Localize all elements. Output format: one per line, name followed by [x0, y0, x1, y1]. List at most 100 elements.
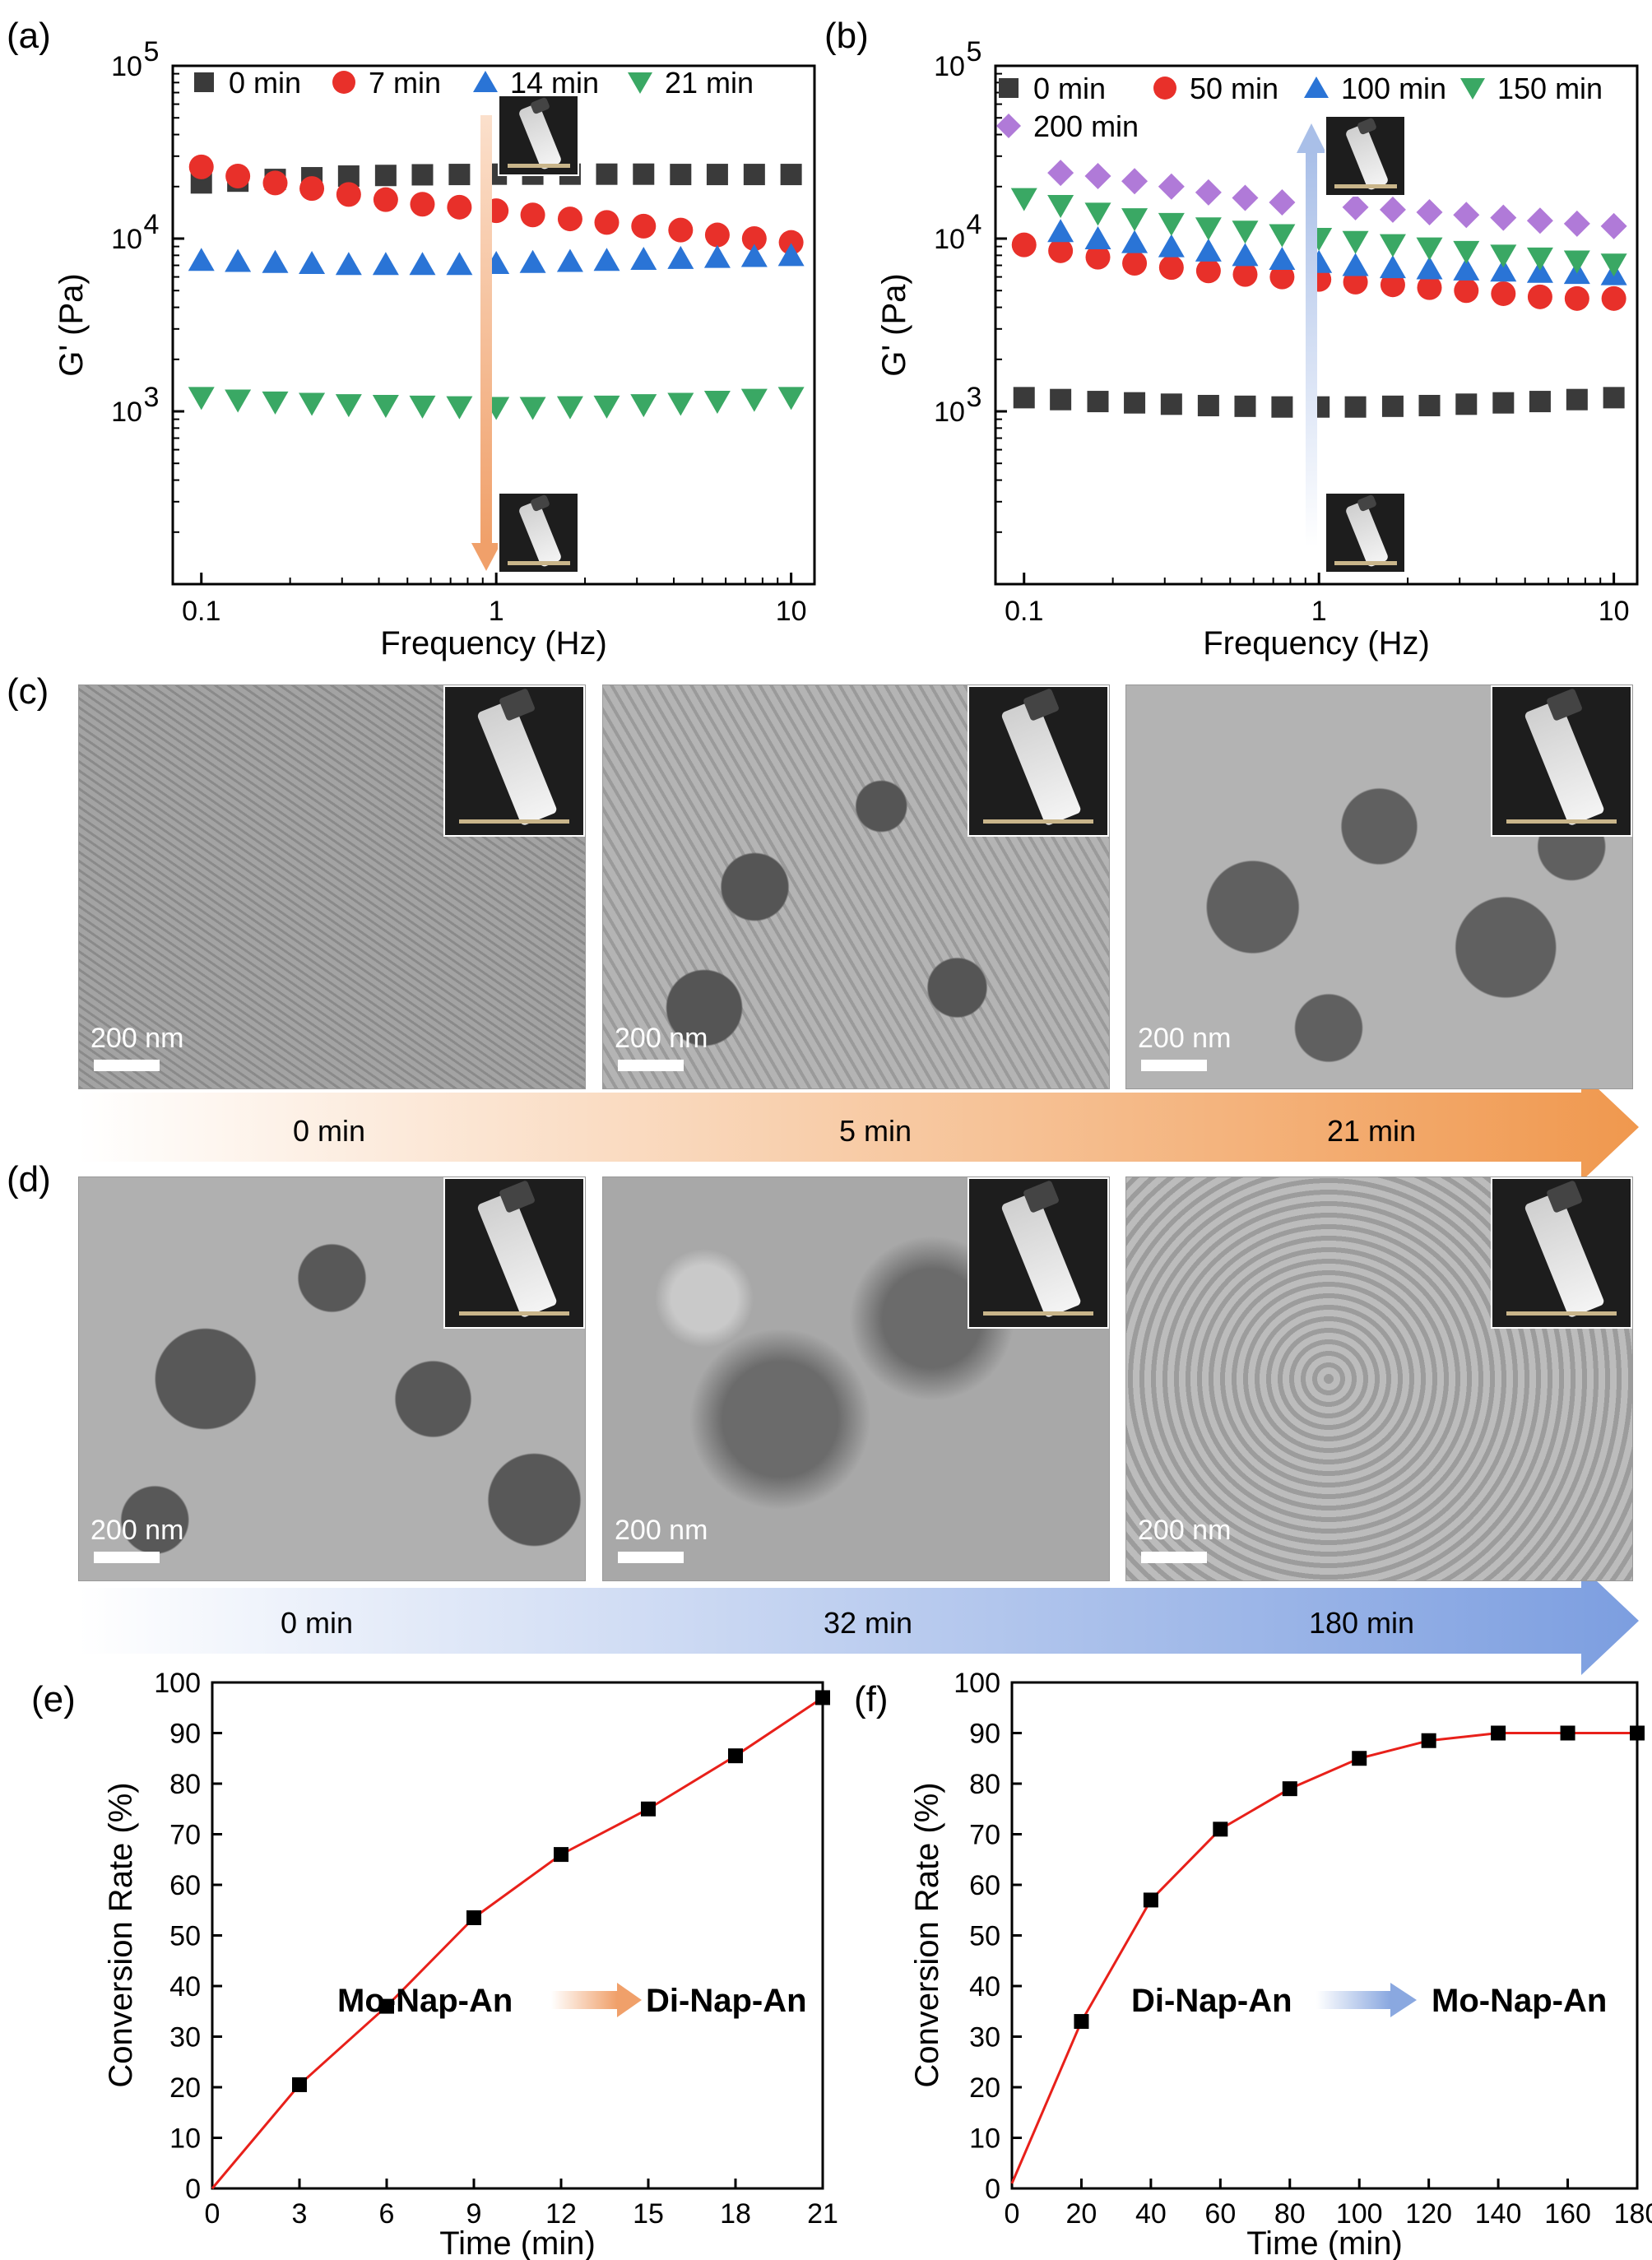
a-legend-label-1: 7 min: [369, 66, 441, 100]
panel-c-letter: (c): [7, 671, 49, 712]
b-point-series-0: [1529, 391, 1551, 413]
b-point-series-4: [1195, 179, 1222, 206]
panel-b-letter: (b): [824, 16, 869, 56]
f-xtick-label: 0: [1005, 2198, 1020, 2230]
e-ytick-label: 40: [169, 1971, 201, 2002]
f-ytick-label: 80: [969, 1769, 1000, 1800]
b-point-series-1: [1380, 272, 1405, 298]
b-point-series-3: [1563, 250, 1590, 274]
e-data-point: [641, 1801, 656, 1817]
b-point-series-4: [1121, 168, 1149, 195]
e-data-point: [728, 1748, 743, 1764]
a-point-series-2: [703, 244, 731, 268]
a-ytick-exponent: 3: [144, 382, 160, 413]
a-point-series-3: [630, 394, 657, 418]
e-ytick-label: 70: [169, 1820, 201, 1851]
a-point-series-1: [410, 192, 435, 217]
panel-e-annot-from: Mo-Nap-An: [337, 1983, 513, 2019]
panel-f-chart: (f) 0 20 40 60 80 100 120 140 160 180 0 10 20 30 40 50 6…: [854, 1668, 1652, 2260]
b-point-series-2: [1526, 259, 1553, 283]
b-ytick-exponent: 3: [967, 382, 982, 413]
b-point-series-2: [1379, 255, 1406, 279]
panel-f-letter: (f): [854, 1679, 889, 1719]
e-ytick-label: 90: [169, 1719, 201, 1750]
panel-c-tem-image-2: 200 nm: [602, 684, 1110, 1089]
f-ytick-label: 30: [969, 2022, 1000, 2053]
a-point-series-3: [335, 394, 362, 418]
panel-e-letter: (e): [31, 1679, 76, 1719]
a-point-series-2: [630, 247, 657, 271]
a-point-series-3: [299, 392, 326, 416]
b-point-series-1: [1564, 285, 1589, 311]
panel-b-trend-arrowhead: [1297, 123, 1326, 153]
b-point-series-2: [1490, 258, 1517, 282]
panel-d-scale-label-1: 200 nm: [90, 1515, 184, 1546]
f-xtick-label: 140: [1475, 2198, 1522, 2230]
b-point-series-3: [1416, 237, 1443, 261]
panel-b-trend-arrow: [1306, 152, 1317, 547]
b-xtick-label: 0.1: [1005, 596, 1043, 627]
f-xtick-label: 20: [1066, 2198, 1097, 2230]
panel-a-vial-photo-bottom: [498, 492, 579, 573]
b-point-series-3: [1526, 247, 1553, 271]
panel-c-timeline-arrow: [78, 1073, 1639, 1181]
a-point-series-0: [743, 164, 765, 186]
f-xtick-label: 160: [1544, 2198, 1591, 2230]
b-point-series-1: [1232, 262, 1258, 287]
a-point-series-1: [225, 164, 251, 189]
b-point-series-1: [1527, 284, 1552, 309]
b-point-series-3: [1379, 234, 1406, 258]
e-xtick-label: 21: [807, 2198, 838, 2230]
e-data-point: [466, 1910, 481, 1925]
b-legend-label-4: 200 min: [1033, 109, 1139, 143]
a-point-series-2: [777, 243, 805, 267]
f-data-point: [1630, 1725, 1645, 1741]
a-point-series-0: [633, 163, 655, 185]
b-point-series-3: [1195, 217, 1222, 241]
b-point-series-1: [1011, 232, 1037, 258]
a-point-series-1: [704, 222, 730, 248]
b-point-series-3: [1047, 195, 1074, 219]
a-point-series-3: [188, 387, 215, 411]
b-point-series-0: [1124, 392, 1146, 414]
b-point-series-2: [1158, 234, 1185, 258]
b-point-series-2: [1416, 256, 1443, 280]
f-xtick-label: 100: [1336, 2198, 1383, 2230]
panel-c-time-2: 21 min: [1327, 1114, 1416, 1148]
a-legend-label-2: 14 min: [510, 66, 599, 100]
panel-f-xlabel: Time (min): [1246, 2225, 1403, 2260]
panel-e-data-marks: [211, 1690, 830, 2189]
a-point-series-2: [299, 250, 326, 274]
f-ytick-label: 90: [969, 1719, 1000, 1750]
panel-a-vial-photo-top: [498, 95, 579, 176]
a-legend-marker-2: [473, 71, 498, 92]
a-point-series-3: [225, 389, 252, 413]
panel-a-ylabel: G' (Pa): [53, 273, 90, 376]
f-data-point: [1143, 1892, 1158, 1908]
panel-a-plot-frame: [171, 64, 816, 586]
panel-c-scale-bar-3: [1141, 1060, 1207, 1071]
e-xtick-label: 15: [633, 2198, 664, 2230]
b-point-series-1: [1269, 264, 1295, 290]
f-ytick-label: 20: [969, 2072, 1000, 2104]
panel-d-letter: (d): [7, 1159, 51, 1200]
panel-f-plot-frame: [1010, 1681, 1639, 2190]
panel-b-data-marks: [1010, 160, 1627, 418]
panel-b-vial-photo-top: [1325, 115, 1406, 197]
a-point-series-1: [741, 226, 767, 251]
b-xtick-label: 1: [1311, 596, 1327, 627]
b-point-series-2: [1121, 230, 1149, 253]
panel-d-scale-label-2: 200 nm: [615, 1515, 708, 1546]
b-point-series-2: [1084, 226, 1111, 249]
f-data-point: [1352, 1751, 1367, 1766]
a-point-series-0: [780, 164, 802, 186]
panel-a-data-marks: [188, 154, 805, 420]
a-legend-marker-1: [332, 71, 355, 94]
a-point-series-3: [667, 392, 694, 416]
panel-d-tem-image-3: 200 nm: [1125, 1176, 1633, 1581]
a-point-series-0: [706, 164, 728, 186]
a-point-series-1: [299, 176, 325, 202]
b-point-series-2: [1195, 238, 1222, 262]
